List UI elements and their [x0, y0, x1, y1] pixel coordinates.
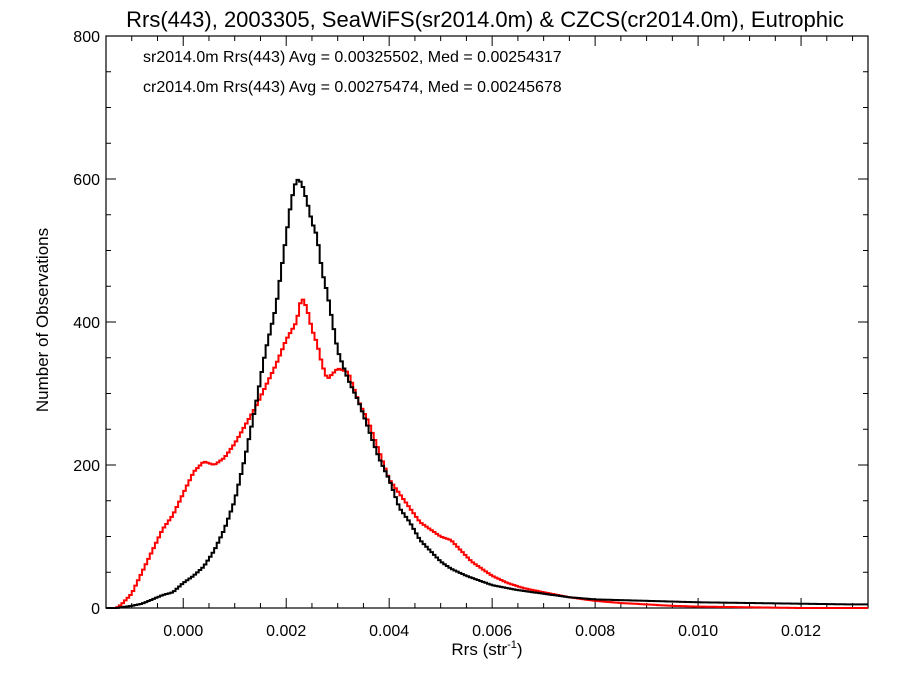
- x-tick-label: 0.004: [369, 623, 409, 640]
- y-tick-label: 0: [91, 601, 100, 618]
- x-tick-label: 0.002: [266, 623, 306, 640]
- legend-entry-cr2014: cr2014.0m Rrs(443) Avg = 0.00275474, Med…: [143, 79, 562, 96]
- y-tick-label: 800: [73, 29, 100, 46]
- legend-entry-sr2014: sr2014.0m Rrs(443) Avg = 0.00325502, Med…: [143, 49, 562, 66]
- x-axis-label: Rrs (str-1): [451, 639, 522, 659]
- y-axis-label: Number of Observations: [33, 228, 52, 412]
- chart-title: Rrs(443), 2003305, SeaWiFS(sr2014.0m) & …: [126, 7, 844, 32]
- x-axis: 0.000 0.002 0.004 0.006 0.008 0.010 0.012: [131, 36, 854, 640]
- series-line-0: [106, 178, 868, 609]
- plot-border: [105, 35, 869, 609]
- y-axis: 0 200 400 600 800: [73, 29, 868, 618]
- x-tick-label: 0.008: [575, 623, 615, 640]
- x-tick-label: 0.000: [163, 623, 203, 640]
- y-tick-label: 200: [73, 458, 100, 475]
- x-tick-label: 0.010: [678, 623, 718, 640]
- x-tick-label: 0.006: [472, 623, 512, 640]
- plot-frame: [105, 35, 869, 609]
- x-tick-label: 0.012: [781, 623, 821, 640]
- y-tick-label: 400: [73, 315, 100, 332]
- y-tick-label: 600: [73, 172, 100, 189]
- series-group: [106, 178, 868, 609]
- series-line-1: [106, 298, 868, 609]
